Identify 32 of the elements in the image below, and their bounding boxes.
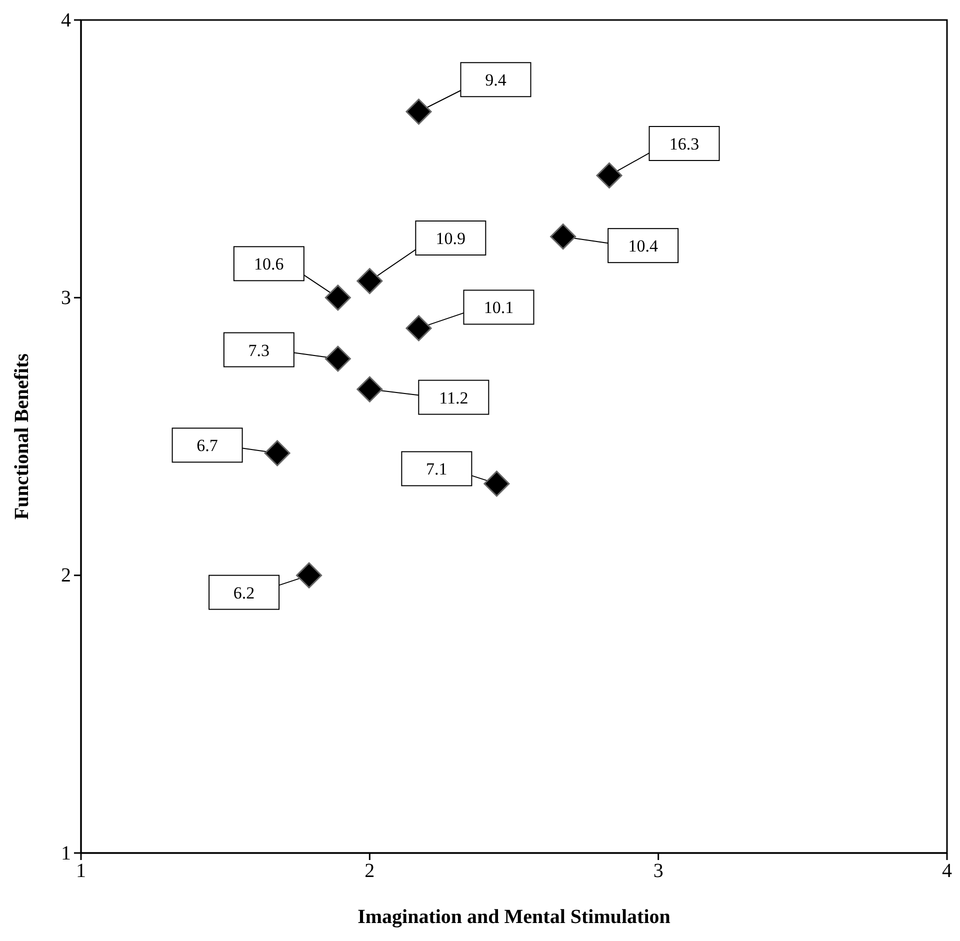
annotation: 7.1: [426, 460, 448, 479]
annotation: 11.2: [439, 388, 468, 408]
annotation: 9.4: [485, 70, 507, 90]
annotation: 10.1: [484, 298, 514, 318]
y-axis-title: Functional Benefits: [11, 353, 33, 520]
annotation: 6.2: [233, 583, 255, 602]
point: [324, 284, 351, 311]
point: [324, 346, 351, 372]
annotation: 10.9: [436, 229, 466, 248]
point: [484, 470, 510, 497]
point: [406, 98, 432, 125]
annotation: 7.3: [248, 340, 270, 360]
y-tick-label: 2: [61, 564, 71, 587]
x-tick-label: 4: [942, 860, 952, 882]
point: [406, 315, 432, 342]
annotation: 6.7: [196, 436, 218, 456]
annotation: 10.6: [254, 254, 284, 274]
point: [356, 376, 383, 402]
point: [550, 224, 576, 250]
annotation: 16.3: [669, 134, 700, 154]
point: [296, 562, 322, 588]
y-tick-label: 3: [61, 287, 71, 310]
x-tick-label: 2: [364, 860, 375, 882]
point: [596, 162, 622, 188]
x-tick-label: 3: [653, 860, 664, 882]
x-axis-title: Imagination and Mental Stimulation: [358, 906, 670, 928]
x-tick-label: 1: [76, 860, 86, 882]
y-tick-label: 1: [61, 842, 71, 864]
point: [264, 440, 290, 466]
annotation: 10.4: [628, 236, 658, 256]
y-tick-label: 4: [61, 9, 71, 32]
point: [356, 268, 383, 294]
